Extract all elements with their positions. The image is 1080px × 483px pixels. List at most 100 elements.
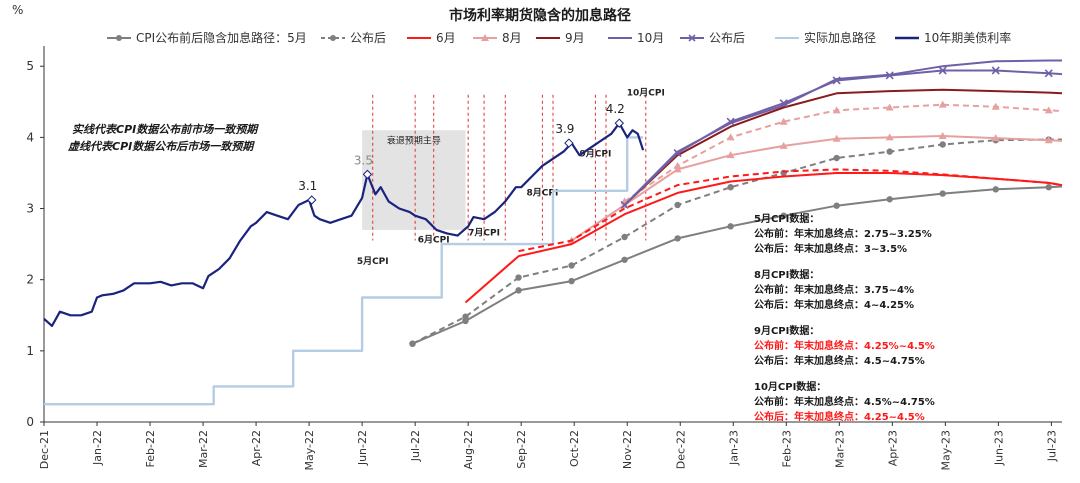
legend-label: 实际加息路径 [804, 30, 876, 45]
legend-label: CPI公布前后隐含加息路径：5月 [136, 30, 307, 45]
x-tick-label: Apr-22 [250, 430, 263, 466]
y-tick-label: 4 [26, 130, 34, 144]
data-labels: 3.1 3.5 3.9 4.2 [298, 102, 625, 205]
point-aug_pre [991, 134, 1000, 142]
point-aug_post [673, 161, 682, 169]
series-line-may_post [412, 138, 1062, 345]
x-tick-label: Jul-23 [1045, 430, 1058, 462]
peak-label: 4.2 [606, 102, 625, 116]
point-may_pre [886, 196, 893, 203]
forecast-notes: 5月CPI数据： 公布前：年末加息终点：2.75~3.25% 公布后：年末加息终点：… [754, 212, 935, 423]
x-tick-label: Sep-22 [515, 430, 528, 469]
point-may_pre [674, 235, 681, 242]
series-line-aug_post [624, 103, 1063, 203]
point-may_post [462, 313, 469, 320]
forecast-pre: 公布前：年末加息终点：3.75~4% [754, 283, 914, 296]
y-tick-label: 1 [26, 344, 34, 358]
point-oct_post [620, 200, 629, 210]
x-tick-label: Dec-21 [38, 430, 51, 469]
point-aug_pre [673, 165, 682, 173]
point-aug_post [1044, 106, 1053, 114]
point-aug_post [938, 100, 947, 108]
peak-marker [307, 195, 317, 205]
peak-marker [362, 169, 373, 180]
x-tick-label: Apr-23 [886, 430, 899, 466]
forecast-post: 公布后：年末加息终点：4.5~4.75% [754, 354, 925, 367]
x-tick-label: Jun-22 [356, 430, 369, 466]
note-dashed-line: 虚线代表CPI数据公布后市场一致预期 [67, 140, 255, 153]
point-aug_pre [832, 134, 841, 142]
point-may_pre [515, 287, 522, 294]
axes: 0 1 2 3 4 5 Dec-21 Jan-22 Feb-22 Mar-22 Apr-22 May-… [26, 46, 1062, 471]
point-may_post [727, 183, 734, 191]
x-tick-label: Dec-22 [674, 430, 687, 469]
peak-label: 3.9 [555, 122, 574, 136]
forecast-post: 公布后：年末加息终点：3~3.5% [754, 242, 907, 255]
legend-label: 9月 [565, 31, 585, 45]
peak-label: 3.5 [354, 153, 373, 167]
y-tick-label: 3 [26, 202, 34, 216]
point-aug_pre [885, 133, 894, 141]
x-tick-label: Mar-22 [197, 430, 210, 468]
point-may_pre [621, 256, 628, 263]
peak-marker [564, 138, 574, 148]
forecast-post: 公布后：年末加息终点：4~4.25% [754, 298, 914, 311]
point-may_post [886, 148, 893, 155]
y-tick-label: 0 [26, 415, 34, 429]
legend-marker [688, 34, 696, 42]
legend-label: 公布后 [350, 31, 386, 45]
x-tick-label: Jun-23 [992, 430, 1005, 466]
x-tick-label: May-22 [303, 430, 316, 471]
legend-label: 6月 [436, 31, 456, 45]
point-may_pre [992, 186, 999, 193]
cpi-release-label: 6月CPI [418, 235, 450, 246]
point-oct_post [1044, 69, 1053, 78]
cpi-release-label: 8月CPI [526, 188, 558, 199]
point-oct_post [832, 76, 841, 85]
cpi-release-label: 7月CPI [468, 228, 500, 239]
peak-label: 3.1 [298, 179, 317, 193]
shaded-region [362, 130, 466, 230]
point-may_post [833, 154, 840, 162]
point-aug_post [991, 102, 1000, 110]
peak-marker [614, 118, 624, 128]
point-aug_pre [779, 141, 788, 149]
legend-label: 公布后 [709, 31, 745, 45]
point-oct_post [991, 66, 1000, 75]
point-aug_pre [938, 131, 947, 139]
x-tick-label: Jan-23 [727, 430, 740, 466]
point-may_pre [727, 223, 734, 230]
point-may_post [568, 262, 575, 269]
shaded-region-label: 衰退预期主导 [387, 134, 441, 146]
x-tick-label: Aug-22 [462, 430, 475, 469]
chart-title: 市场利率期货隐含的加息路径 [449, 7, 631, 24]
point-aug_post [885, 103, 894, 111]
cpi-release-lines: 5月CPI 6月CPI 7月CPI 8月CPI 9月CPI 10月CPI [357, 87, 665, 267]
legend-label: 10月 [637, 31, 664, 45]
y-tick-label: 5 [26, 59, 34, 73]
x-tick-label: Jul-22 [409, 430, 422, 462]
cpi-release-label: 5月CPI [357, 256, 389, 267]
point-may_post [939, 141, 946, 148]
x-tick-label: May-23 [939, 430, 952, 471]
legend-marker [116, 35, 122, 41]
series-line-actual [44, 136, 644, 406]
point-may_pre [833, 202, 840, 209]
shaded-region-group: 衰退预期主导 [362, 130, 466, 230]
series-group [43, 59, 1063, 406]
forecast-pre: 公布前：年末加息终点：4.5%~4.75% [754, 395, 935, 408]
forecast-heading: 8月CPI数据： [754, 268, 819, 281]
forecast-pre: 公布前：年末加息终点：2.75~3.25% [754, 227, 932, 240]
forecast-post: 公布后：年末加息终点：4.25~4.5% [754, 410, 925, 423]
point-aug_post [726, 133, 735, 141]
legend-marker [330, 35, 336, 41]
legend-label: 8月 [502, 31, 522, 45]
legend-marker [481, 34, 489, 41]
x-tick-label: Jan-22 [91, 430, 104, 466]
forecast-pre: 公布前：年末加息终点：4.25%~4.5% [754, 339, 935, 352]
series-line-sep_pre [623, 88, 1063, 206]
x-tick-label: Feb-23 [780, 430, 793, 467]
series-line-oct_post [623, 69, 1063, 206]
series-line-ust10 [43, 122, 645, 327]
